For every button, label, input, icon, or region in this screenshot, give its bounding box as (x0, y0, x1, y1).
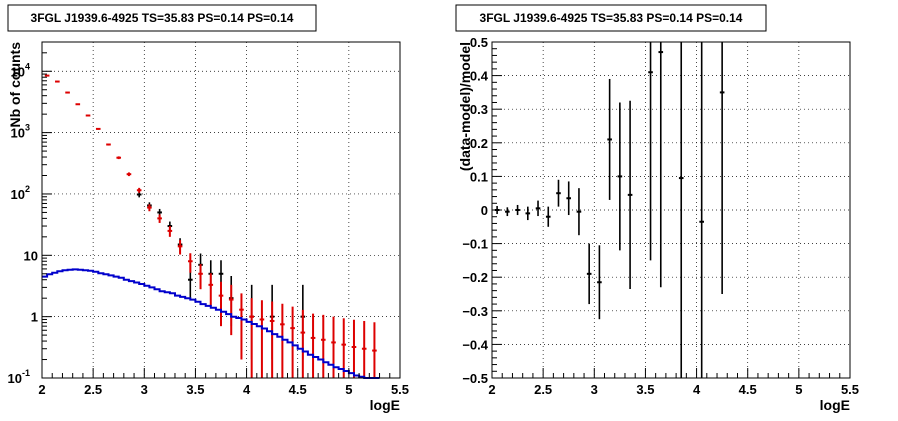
residual-panel: 3FGL J1939.6-4925 TS=35.83 PS=0.14 PS=0.… (455, 4, 859, 413)
x-tick-label: 4 (693, 382, 701, 397)
y-tick-label: 0.1 (470, 169, 488, 184)
counts-y-axis-label: Nb of counts (7, 42, 23, 128)
counts-grid (42, 42, 400, 378)
y-tick-label: −0.1 (462, 237, 488, 252)
x-tick-label: 5.5 (391, 382, 409, 397)
counts-panel: 3FGL J1939.6-4925 TS=35.83 PS=0.14 PS=0.… (7, 4, 409, 413)
x-tick-label: 3.5 (186, 382, 204, 397)
y-tick-label: 0.5 (470, 35, 488, 50)
x-tick-label: 2.5 (84, 382, 102, 397)
y-tick-label: 102 (11, 184, 30, 202)
residual-title: 3FGL J1939.6-4925 TS=35.83 PS=0.14 PS=0.… (480, 11, 743, 25)
x-tick-label: 5 (345, 382, 352, 397)
residual-grid (492, 42, 850, 378)
counts-title: 3FGL J1939.6-4925 TS=35.83 PS=0.14 PS=0.… (31, 11, 294, 25)
y-tick-label: −0.4 (462, 337, 488, 352)
residual-title-box (455, 4, 767, 32)
y-tick-label: −0.2 (462, 270, 488, 285)
y-tick-label: 0.3 (470, 102, 488, 117)
y-tick-label: 104 (11, 61, 30, 79)
model-histogram-line (42, 268, 380, 379)
x-tick-label: 4 (243, 382, 251, 397)
counts-x-axis-label: logE (370, 397, 400, 413)
x-tick-label: 3 (591, 382, 598, 397)
residual-x-axis-label: logE (820, 397, 850, 413)
x-tick-label: 2.5 (534, 382, 552, 397)
residual-ticks: 2 2.5 3 3.5 4 4.5 5 5.5 −0.5 −0.4 −0.3 −0.2 −0.1 0 0.1… (462, 35, 859, 397)
y-tick-label: −0.3 (462, 304, 488, 319)
x-tick-label: 4.5 (289, 382, 307, 397)
y-tick-label: 0.2 (470, 136, 488, 151)
counts-title-box (7, 4, 317, 32)
residual-series (494, 42, 725, 378)
y-tick-label: 0 (481, 203, 488, 218)
x-tick-label: 5.5 (841, 382, 859, 397)
y-tick-label: 10-1 (8, 368, 30, 386)
x-tick-label: 2 (38, 382, 45, 397)
residual-y-axis-label: (data-model)/model (457, 42, 473, 171)
x-tick-label: 4.5 (739, 382, 757, 397)
counts-plot-frame (41, 41, 401, 379)
y-tick-label: 10 (24, 248, 38, 263)
y-tick-label: 1 (31, 310, 38, 325)
x-tick-label: 2 (488, 382, 495, 397)
y-tick-label: 0.4 (470, 69, 489, 84)
counts-series (42, 74, 380, 379)
x-tick-label: 3 (141, 382, 148, 397)
y-tick-label: 103 (11, 123, 30, 141)
x-tick-label: 3.5 (636, 382, 654, 397)
x-tick-label: 5 (795, 382, 802, 397)
counts-ticks: 2 2.5 3 3.5 4 4.5 5 5.5 10-1 1 10 102 103 104 (8, 52, 409, 397)
y-tick-label: −0.5 (462, 371, 488, 386)
